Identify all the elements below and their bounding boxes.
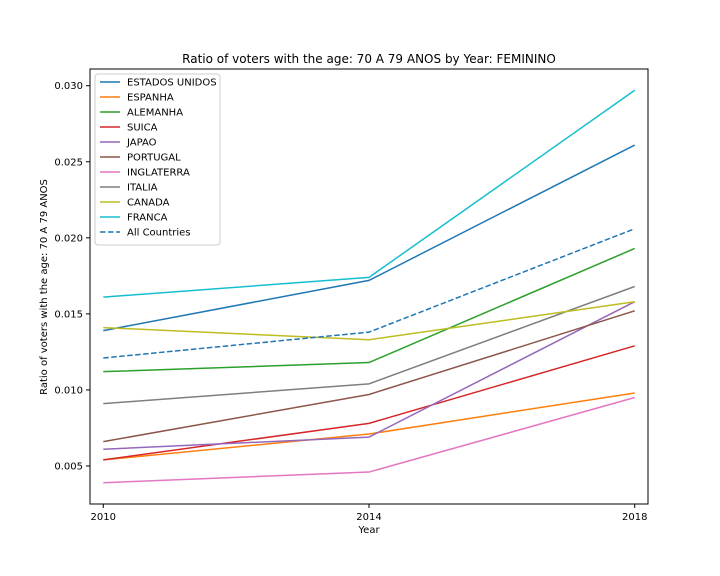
legend-label: ESPANHA bbox=[127, 93, 174, 104]
y-tick-label: 0.030 bbox=[54, 81, 83, 92]
legend-label: PORTUGAL bbox=[127, 153, 181, 164]
legend-label: CANADA bbox=[127, 198, 170, 209]
x-tick-label: 2014 bbox=[356, 512, 381, 523]
x-axis: 2010 2014 2018 bbox=[91, 504, 647, 523]
legend-label: ITALIA bbox=[127, 183, 158, 194]
x-axis-label: Year bbox=[357, 525, 380, 536]
y-tick-label: 0.015 bbox=[54, 309, 83, 320]
series-line-italia bbox=[103, 285, 635, 405]
legend: ESTADOS UNIDOS ESPANHA ALEMANHA SUICA JAPAO P… bbox=[94, 73, 221, 246]
legend-label: FRANCA bbox=[127, 213, 168, 224]
series-line-japao bbox=[103, 301, 636, 450]
chart-title: Ratio of voters with the age: 70 A 79 AN… bbox=[182, 52, 556, 66]
series-line-all-countries bbox=[103, 228, 635, 359]
legend-label: INGLATERRA bbox=[127, 168, 190, 179]
series-line-inglaterra bbox=[103, 396, 635, 484]
legend-label: JAPAO bbox=[126, 138, 157, 149]
y-axis-label: Ratio of voters with the age: 70 A 79 AN… bbox=[39, 179, 50, 395]
legend-label: ALEMANHA bbox=[127, 108, 183, 119]
series-line-canada bbox=[103, 300, 635, 341]
y-tick-label: 0.025 bbox=[54, 157, 83, 168]
y-tick-label: 0.005 bbox=[54, 461, 83, 472]
legend-label: SUICA bbox=[127, 123, 158, 134]
y-tick-label: 0.010 bbox=[54, 385, 83, 396]
legend-label: ESTADOS UNIDOS bbox=[127, 78, 217, 89]
legend-label: All Countries bbox=[127, 228, 191, 239]
series-line-portugal bbox=[103, 310, 635, 443]
series-line-suica bbox=[103, 345, 635, 461]
series-lines bbox=[103, 89, 636, 484]
x-tick-label: 2010 bbox=[91, 512, 116, 523]
y-axis: 0.005 0.010 0.015 0.020 0.025 0.030 bbox=[54, 81, 90, 472]
series-line-alemanha bbox=[103, 247, 636, 373]
x-tick-label: 2018 bbox=[622, 512, 647, 523]
series-line-espanha bbox=[103, 392, 635, 461]
y-tick-label: 0.020 bbox=[54, 233, 83, 244]
legend-box bbox=[94, 73, 221, 246]
series-line-franca bbox=[103, 89, 636, 298]
series-line-estados-unidos bbox=[103, 144, 636, 332]
